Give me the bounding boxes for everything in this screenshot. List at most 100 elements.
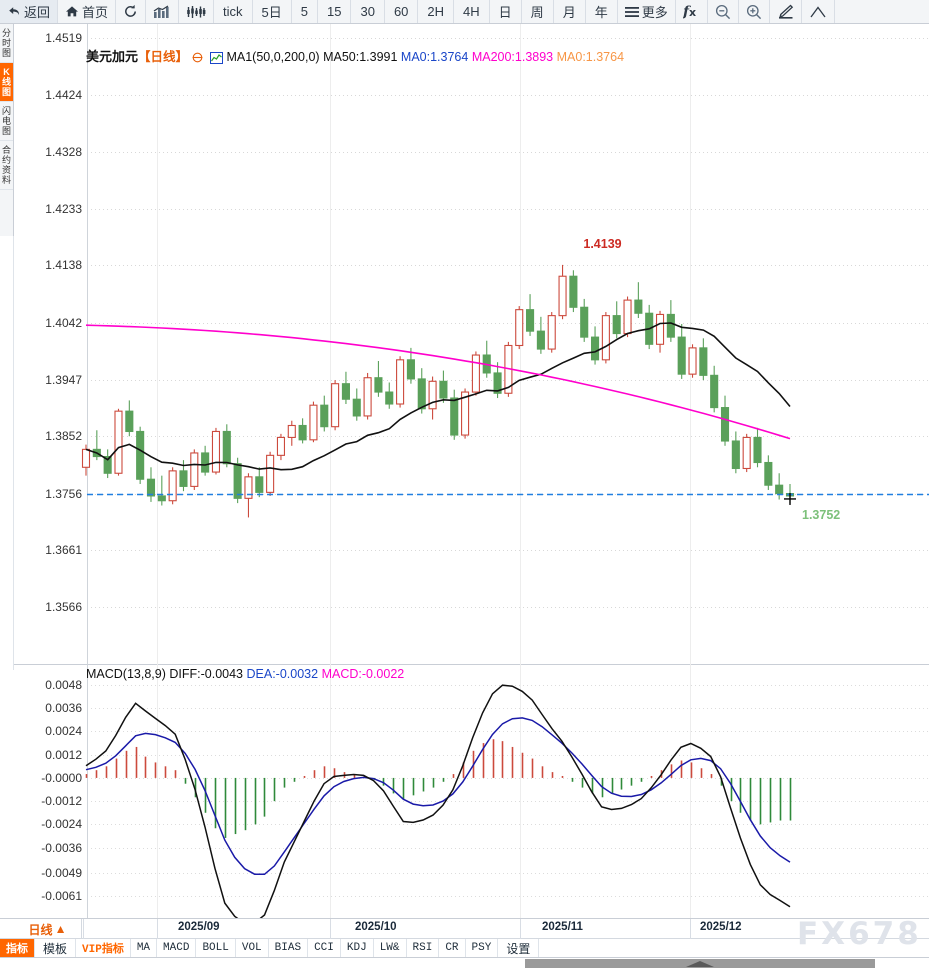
- sidebar-tab-contract[interactable]: 合约资料: [0, 141, 13, 190]
- date-axis-tick: 2025/09: [178, 921, 220, 933]
- zoom-out-button[interactable]: [708, 0, 739, 23]
- price-axis-label: 1.4138: [45, 258, 82, 273]
- macd-legend: MACD(13,8,9) DIFF:-0.0043 DEA:-0.0032 MA…: [86, 667, 404, 681]
- macd-axis-label: -0.0049: [41, 865, 82, 880]
- price-chart-pane[interactable]: 美元加元【日线】 MA1(50,0,200,0) MA50:1.3991 MA0…: [14, 24, 929, 665]
- ma0-value-a: MA0:1.3764: [400, 50, 469, 64]
- macd-chart-pane[interactable]: MACD(13,8,9) DIFF:-0.0043 DEA:-0.0032 MA…: [14, 665, 929, 918]
- timeframe-button[interactable]: 日线 ▲: [14, 919, 82, 939]
- price-plot-area[interactable]: [14, 24, 929, 665]
- indicator-kdj[interactable]: KDJ: [341, 939, 374, 957]
- draw-line-button[interactable]: [770, 0, 802, 23]
- period-day-button[interactable]: 日: [490, 0, 522, 23]
- time-axis-bar: 日线 ▲ 2025/09 2025/10 2025/11 2025/12: [0, 918, 929, 940]
- more-button-label: 更多: [641, 5, 668, 20]
- back-arrow-icon: [7, 5, 21, 18]
- horizontal-scrollbar[interactable]: [525, 959, 875, 968]
- refresh-icon: [123, 4, 138, 19]
- period-30min-button[interactable]: 30: [351, 0, 385, 23]
- rail-char: 时: [1, 38, 11, 48]
- indicator-psy[interactable]: PSY: [466, 939, 499, 957]
- period-15min-button[interactable]: 15: [318, 0, 352, 23]
- chart-type-button[interactable]: [146, 0, 180, 23]
- date-axis-tick: 2025/10: [355, 921, 397, 933]
- indicator-ma[interactable]: MA: [131, 939, 158, 957]
- ma-indicator-icon[interactable]: [210, 52, 223, 67]
- chevron-up-icon: ▲: [54, 922, 67, 936]
- ma50-value: MA50:1.3991: [323, 50, 398, 64]
- indicator-bias[interactable]: BIAS: [269, 939, 309, 957]
- tick-button[interactable]: tick: [214, 0, 253, 23]
- more-button[interactable]: 更多: [618, 0, 676, 23]
- crosshair-toggle-icon[interactable]: [192, 52, 203, 66]
- bottom-bar: [0, 958, 929, 969]
- ma200-value: MA200:1.3893: [471, 50, 554, 64]
- macd-plot-area[interactable]: [14, 665, 929, 918]
- indicator-boll[interactable]: BOLL: [196, 939, 236, 957]
- macd-axis-label: 0.0024: [45, 724, 82, 739]
- indicator-cci[interactable]: CCI: [308, 939, 341, 957]
- shape-button[interactable]: [802, 0, 835, 23]
- ma-params: MA1(50,0,200,0): [226, 50, 320, 64]
- indicator-tab-moban[interactable]: 模板: [35, 939, 77, 957]
- zoom-in-button[interactable]: [739, 0, 770, 23]
- ma0-value-b: MA0:1.3764: [556, 50, 625, 64]
- indicator-macd[interactable]: MACD: [157, 939, 197, 957]
- indicator-lw[interactable]: LW&: [374, 939, 407, 957]
- indicator-vol[interactable]: VOL: [236, 939, 269, 957]
- high-price-annotation: 1.4139: [583, 236, 622, 251]
- price-axis-label: 1.4519: [45, 31, 82, 45]
- period-15min-button-label: 15: [327, 4, 342, 19]
- period-60min-button[interactable]: 60: [385, 0, 419, 23]
- price-axis-label: 1.4424: [45, 87, 82, 102]
- refresh-button[interactable]: [116, 0, 147, 23]
- home-button[interactable]: 首页: [58, 0, 117, 23]
- price-axis-label: 1.4233: [45, 201, 82, 216]
- date-separator: [157, 919, 158, 940]
- period-2h-button[interactable]: 2H: [418, 0, 455, 23]
- indicator-rsi[interactable]: RSI: [407, 939, 440, 957]
- period-5min-button-label: 5: [300, 4, 308, 19]
- pencil-icon: [777, 4, 794, 19]
- candlestick-icon: [186, 5, 206, 19]
- price-axis-label: 1.3661: [45, 543, 82, 558]
- period-label: 【日线】: [138, 50, 189, 64]
- rail-char: 图: [1, 48, 11, 58]
- period-4h-button[interactable]: 4H: [454, 0, 490, 23]
- top-toolbar: 返回 首页 tick 5日 5 15 30 60 2H 4H 日 周 月 年 更多 f x: [0, 0, 929, 24]
- period-month-button[interactable]: 月: [554, 0, 586, 23]
- period-5day-button-label: 5日: [261, 5, 282, 20]
- rail-char: 图: [1, 87, 11, 97]
- rail-char: 资: [1, 165, 11, 175]
- macd-axis-label: 0.0036: [45, 701, 82, 716]
- zoom-out-icon: [715, 4, 731, 20]
- sidebar-tab-lightning[interactable]: 闪电图: [0, 102, 13, 141]
- timeframe-label: 日线: [28, 922, 53, 937]
- period-year-button[interactable]: 年: [586, 0, 618, 23]
- price-axis-label: 1.4042: [45, 315, 82, 330]
- candles-button[interactable]: [179, 0, 215, 23]
- indicator-settings[interactable]: 设置: [498, 939, 540, 957]
- indicator-cr[interactable]: CR: [439, 939, 466, 957]
- date-separator: [330, 919, 331, 940]
- rail-char: 分: [1, 28, 11, 38]
- period-5day-button[interactable]: 5日: [253, 0, 292, 23]
- back-button[interactable]: 返回: [0, 0, 59, 23]
- price-candlestick-svg: [81, 24, 929, 665]
- period-week-button[interactable]: 周: [522, 0, 554, 23]
- indicator-tab-zhibiao[interactable]: 指标: [0, 939, 35, 957]
- sidebar-tab-timeshare[interactable]: 分时图: [0, 24, 13, 63]
- macd-axis-label: -0.0024: [41, 817, 82, 832]
- period-5min-button[interactable]: 5: [292, 0, 318, 23]
- indicator-tab-vip[interactable]: VIP指标: [76, 939, 131, 957]
- macd-svg: [85, 665, 929, 918]
- scroll-up-arrow-icon[interactable]: [686, 961, 714, 967]
- rail-char: K: [3, 67, 10, 77]
- macd-axis-label: -0.0012: [41, 794, 82, 809]
- last-price-annotation: 1.3752: [802, 507, 841, 522]
